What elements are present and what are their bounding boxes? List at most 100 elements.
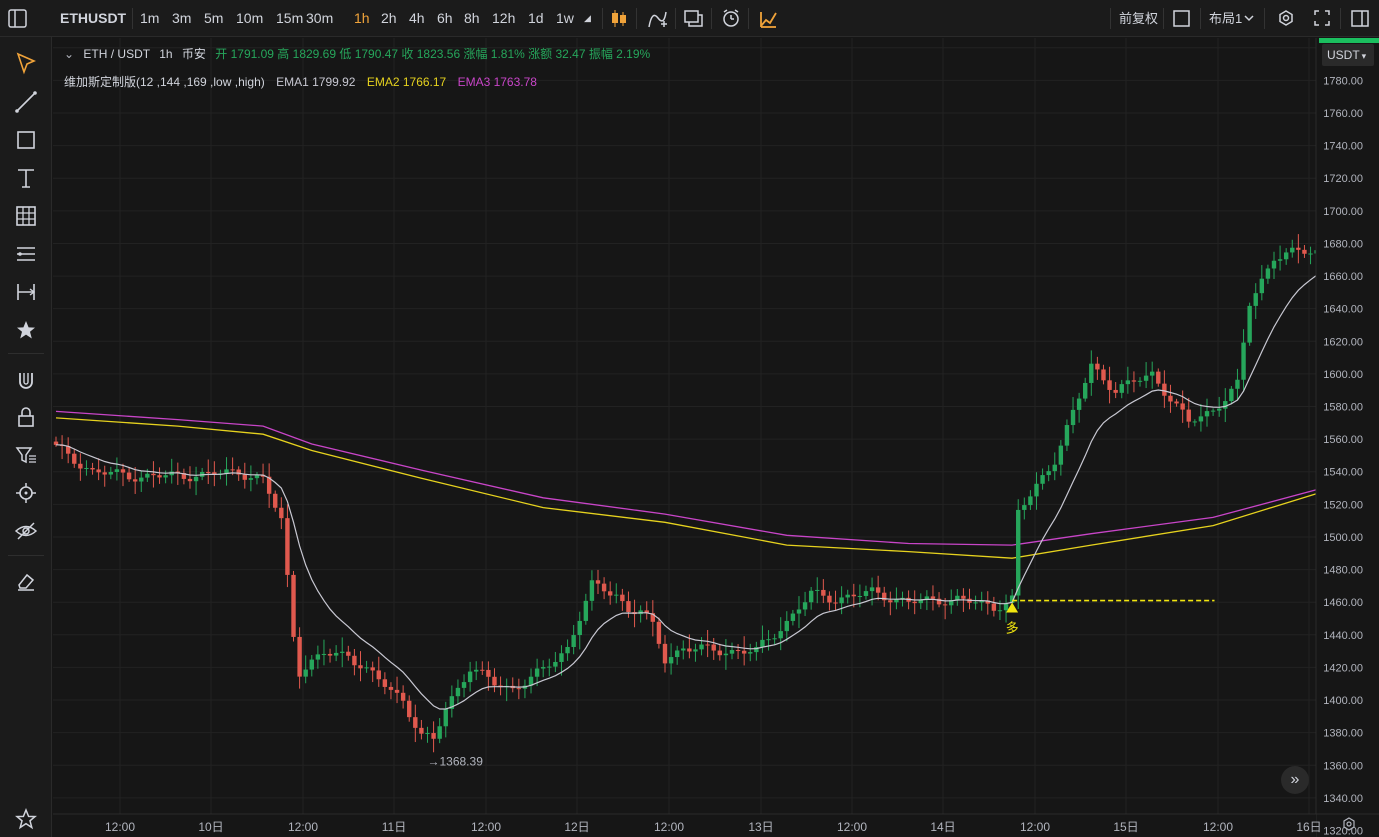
interval-1h[interactable]: 1h [354, 10, 370, 26]
candle-body [1022, 505, 1027, 510]
candle-body [443, 708, 448, 727]
layout-dropdown[interactable]: 布局1 [1209, 11, 1243, 26]
grid-icon[interactable] [10, 200, 42, 232]
interval-6h[interactable]: 6h [437, 10, 453, 26]
candle-body [230, 469, 235, 471]
divider [8, 555, 44, 556]
cursor-icon[interactable] [10, 48, 42, 80]
time-tick-label: 14日 [930, 820, 955, 834]
magnet-icon[interactable] [10, 365, 42, 397]
candle-body [90, 467, 95, 470]
favorite-star-icon[interactable] [10, 803, 42, 835]
interval-15m[interactable]: 15m [276, 10, 304, 26]
interval-10m[interactable]: 10m [236, 10, 264, 26]
strategy-icon[interactable] [757, 0, 779, 37]
measure-icon[interactable] [10, 276, 42, 308]
ema1-value: EMA1 1799.92 [276, 75, 356, 89]
candle-body [1198, 416, 1204, 422]
candle-body [802, 602, 808, 610]
filter-icon[interactable] [10, 439, 42, 471]
indicator-icon[interactable] [646, 0, 668, 37]
candle-body [924, 596, 930, 600]
target-icon[interactable] [10, 477, 42, 509]
interval-12h[interactable]: 12h [492, 10, 516, 26]
interval-dropdown-icon[interactable]: ◢ [584, 13, 591, 23]
interval-3m[interactable]: 3m [172, 10, 192, 26]
long-signal-icon [1006, 602, 1019, 613]
candle-body [735, 650, 741, 652]
time-tick-label: 12:00 [105, 820, 135, 834]
panel-toggle-icon[interactable] [1350, 0, 1370, 37]
candle-body [784, 620, 789, 632]
candle-body [656, 621, 662, 644]
ema3-path [55, 410, 1379, 546]
indicator-legend: 维加斯定制版(12 ,144 ,169 ,low ,high) EMA1 179… [64, 73, 537, 90]
candle-body [1253, 293, 1258, 306]
fullscreen-frame-icon[interactable] [1173, 0, 1191, 37]
chart-markers: →1780.02→1368.39多 [427, 599, 1215, 769]
candle-body [139, 477, 144, 482]
indicator-name[interactable]: 维加斯定制版(12 ,144 ,169 ,low ,high) [64, 75, 265, 89]
fullscreen-icon[interactable] [1312, 0, 1332, 37]
candle-body [1009, 595, 1015, 604]
divider [636, 8, 637, 29]
candle-body [991, 603, 997, 611]
candle-body [674, 650, 680, 658]
symbol-name[interactable]: ETHUSDT [60, 10, 127, 26]
candle-body [1259, 278, 1265, 294]
candle-body [285, 518, 290, 575]
candle-body [1174, 401, 1179, 404]
interval-1w[interactable]: 1w [556, 10, 574, 26]
candle-body [851, 594, 856, 597]
candle-body [163, 475, 168, 478]
candle-body [114, 469, 120, 472]
interval-8h[interactable]: 8h [464, 10, 480, 26]
interval-2h[interactable]: 2h [381, 10, 397, 26]
candle-body [1180, 403, 1185, 410]
eraser-icon[interactable] [10, 565, 42, 597]
candle-body [1235, 379, 1240, 389]
adjust-button[interactable]: 前复权 [1119, 11, 1159, 26]
currency-selector[interactable]: USDT ▾ [1322, 44, 1374, 66]
fib-lines-icon[interactable] [10, 238, 42, 270]
candle-body [1125, 380, 1131, 385]
axis-settings-icon[interactable] [1341, 816, 1357, 832]
candle-body [528, 676, 534, 686]
rectangle-icon[interactable] [10, 124, 42, 156]
interval-1m[interactable]: 1m [140, 10, 160, 26]
candle-body [650, 613, 656, 622]
price-tick-label: 1340.00 [1323, 793, 1363, 805]
ema1-line [55, 253, 1379, 710]
price-tick-label: 1760.00 [1323, 108, 1363, 120]
interval-30m[interactable]: 30m [306, 10, 334, 26]
candle-body [102, 472, 107, 475]
candle-body [955, 595, 960, 601]
candle-body [863, 591, 869, 596]
interval-1d[interactable]: 1d [528, 10, 544, 26]
price-chart[interactable]: →1780.02→1368.39多 1800.001780.001760.001… [53, 38, 1379, 837]
time-tick-label: 12:00 [654, 820, 684, 834]
candle-body [869, 587, 875, 592]
candle-body [84, 467, 89, 469]
candle-type-icon[interactable] [609, 0, 629, 37]
compare-icon[interactable] [683, 0, 705, 37]
candle-body [1283, 252, 1289, 260]
star-icon[interactable] [10, 314, 42, 346]
text-icon[interactable] [10, 162, 42, 194]
ema2-path [55, 417, 1379, 559]
trend-line-icon[interactable] [10, 86, 42, 118]
lock-icon[interactable] [10, 401, 42, 433]
sidebar-toggle-icon[interactable] [6, 0, 30, 37]
collapse-legend-icon[interactable]: ⌄ [64, 47, 75, 61]
price-tick-label: 1460.00 [1323, 597, 1363, 609]
interval-4h[interactable]: 4h [409, 10, 425, 26]
candle-body [620, 594, 625, 602]
scroll-to-latest-button[interactable]: » [1281, 766, 1309, 794]
candle-body [918, 599, 923, 604]
candle-body [407, 700, 412, 718]
alarm-icon[interactable] [720, 0, 742, 37]
settings-icon[interactable] [1276, 0, 1296, 37]
interval-5m[interactable]: 5m [204, 10, 224, 26]
hide-icon[interactable] [10, 515, 42, 547]
chevron-down-icon[interactable] [1244, 0, 1254, 37]
